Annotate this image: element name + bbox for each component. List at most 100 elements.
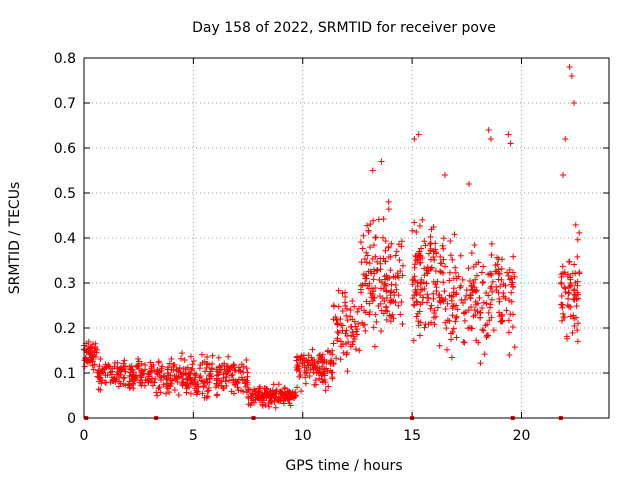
data-point xyxy=(560,314,567,321)
data-point xyxy=(362,272,369,279)
data-point xyxy=(366,308,373,315)
data-point xyxy=(157,368,164,375)
data-point xyxy=(449,312,456,319)
data-point xyxy=(131,374,138,381)
data-point xyxy=(508,275,515,282)
data-point xyxy=(135,355,142,362)
data-point xyxy=(96,378,103,385)
data-point xyxy=(160,381,167,388)
data-point xyxy=(571,296,578,303)
data-point xyxy=(181,357,188,364)
data-point xyxy=(498,318,505,325)
data-point xyxy=(359,282,366,289)
data-point xyxy=(455,273,462,280)
data-point xyxy=(156,384,163,391)
data-point xyxy=(377,266,384,273)
data-point xyxy=(444,300,451,307)
data-point xyxy=(567,274,574,281)
data-point xyxy=(460,299,467,306)
data-point xyxy=(228,388,235,395)
data-point xyxy=(201,358,208,365)
data-point xyxy=(146,371,153,378)
data-point xyxy=(369,291,376,298)
data-point xyxy=(382,276,389,283)
data-point xyxy=(166,360,173,367)
data-point xyxy=(343,327,350,334)
data-point xyxy=(196,374,203,381)
data-point xyxy=(245,386,252,393)
data-point xyxy=(312,364,319,371)
data-point xyxy=(488,314,495,321)
data-point xyxy=(452,318,459,325)
data-point xyxy=(498,265,505,272)
data-point xyxy=(145,371,152,378)
data-point xyxy=(352,346,359,353)
data-point xyxy=(354,326,361,333)
data-point xyxy=(242,383,249,390)
data-point xyxy=(488,296,495,303)
data-point xyxy=(385,253,392,260)
data-point xyxy=(155,385,162,392)
data-point xyxy=(461,296,468,303)
data-point xyxy=(381,281,388,288)
data-point xyxy=(487,136,494,142)
data-point xyxy=(334,337,341,344)
data-point xyxy=(310,369,317,376)
data-point xyxy=(573,303,580,310)
data-point xyxy=(339,307,346,314)
data-point xyxy=(574,338,581,345)
data-point xyxy=(208,365,215,372)
data-point xyxy=(357,286,364,293)
data-point xyxy=(271,398,278,405)
data-point xyxy=(487,301,494,308)
data-point xyxy=(506,276,513,283)
data-point xyxy=(354,308,361,315)
data-point xyxy=(421,285,428,292)
data-point xyxy=(489,278,496,285)
data-point xyxy=(379,234,386,241)
data-point xyxy=(223,373,230,380)
data-point xyxy=(217,366,224,373)
plot-frame xyxy=(83,57,610,419)
data-point xyxy=(338,343,345,350)
data-point xyxy=(371,343,378,350)
data-point xyxy=(305,362,312,369)
data-point xyxy=(138,360,145,367)
data-point xyxy=(323,365,330,372)
data-point xyxy=(457,252,464,259)
data-point xyxy=(364,222,371,229)
chart-title: Day 158 of 2022, SRMTID for receiver pov… xyxy=(192,20,496,36)
data-point xyxy=(485,332,492,339)
data-point xyxy=(510,269,517,276)
data-point xyxy=(330,360,337,367)
data-point xyxy=(318,353,325,360)
data-point xyxy=(511,273,518,280)
data-point xyxy=(419,294,426,301)
data-point xyxy=(195,384,202,391)
data-point xyxy=(151,379,158,386)
data-point xyxy=(423,280,430,287)
data-point xyxy=(468,283,475,290)
data-point xyxy=(129,367,136,374)
data-point xyxy=(366,260,373,267)
x-tick-label: 20 xyxy=(513,428,531,444)
data-point xyxy=(204,388,211,395)
data-point xyxy=(370,295,377,302)
data-point xyxy=(480,299,487,306)
data-point xyxy=(485,309,492,316)
data-point xyxy=(441,172,448,178)
data-point xyxy=(417,279,424,286)
data-point xyxy=(311,356,318,363)
data-point xyxy=(398,243,405,250)
data-point xyxy=(506,352,513,359)
data-point xyxy=(454,306,461,313)
data-point xyxy=(438,269,445,276)
data-point xyxy=(505,317,512,324)
data-point xyxy=(478,269,485,276)
data-point xyxy=(179,350,186,357)
data-point xyxy=(436,342,443,349)
data-point xyxy=(260,394,267,401)
data-point xyxy=(175,367,182,374)
data-point xyxy=(287,402,294,409)
data-point xyxy=(154,392,161,399)
